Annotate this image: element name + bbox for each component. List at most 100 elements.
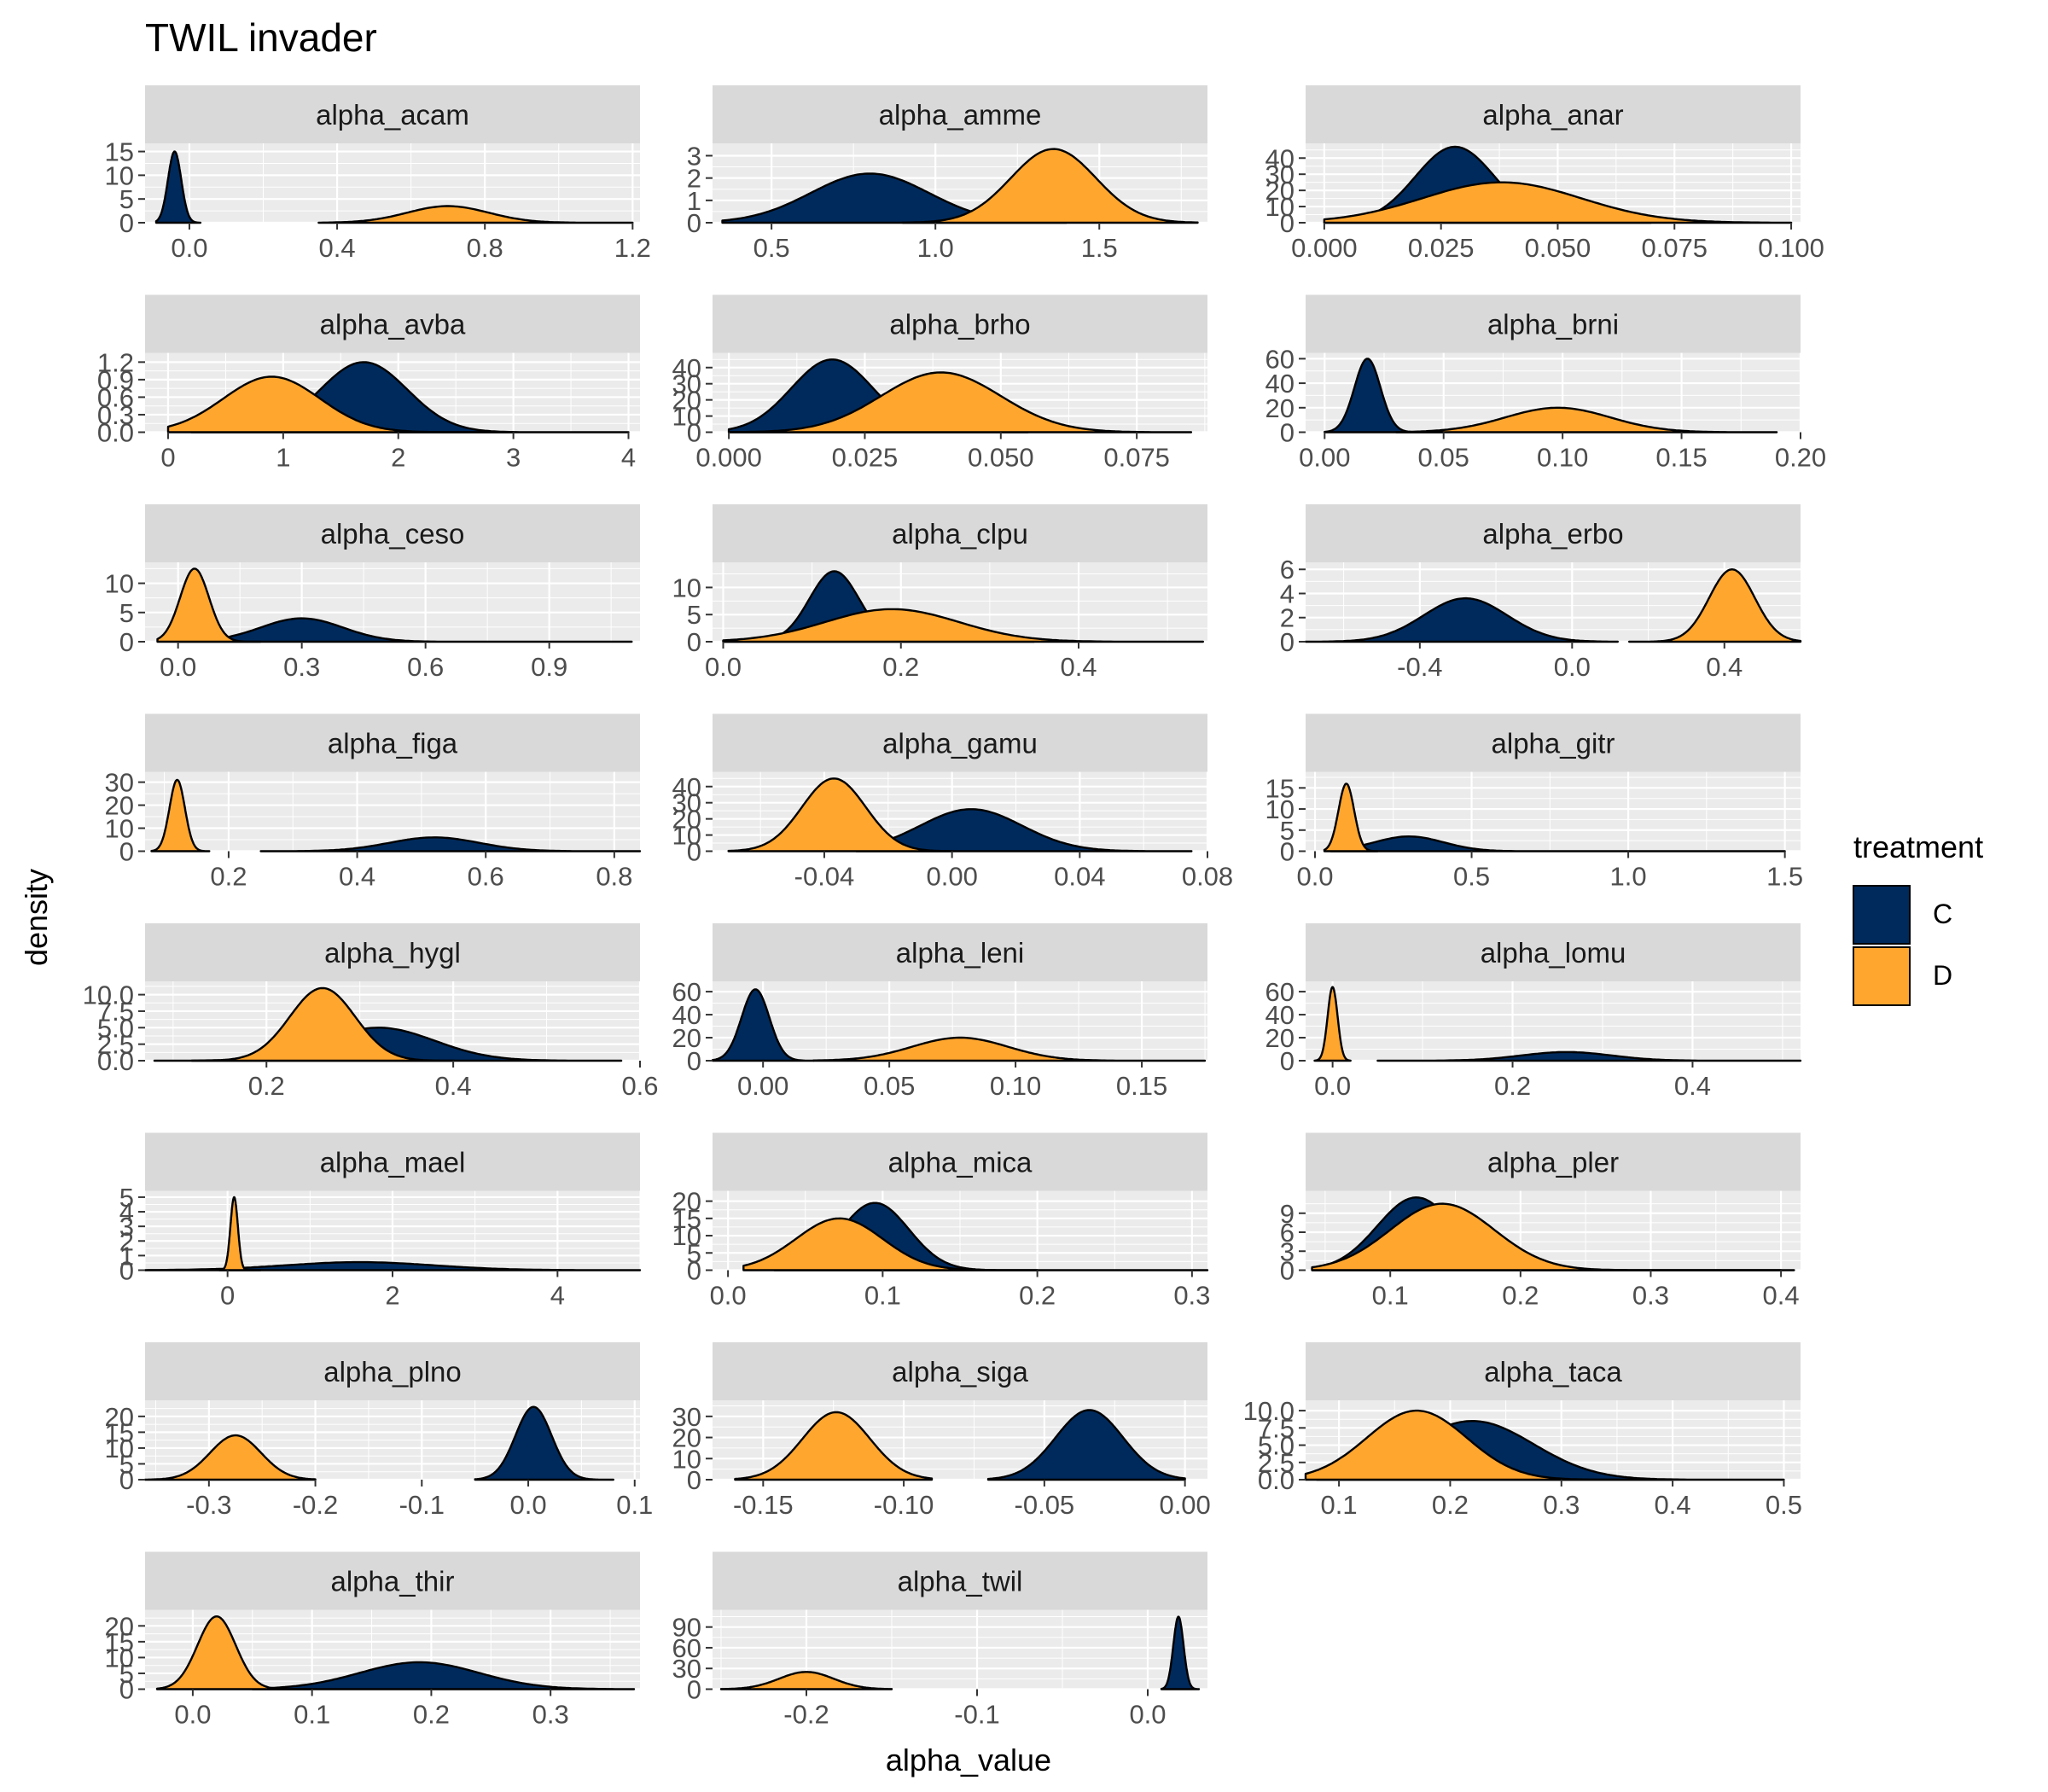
y-tick-label: 1: [119, 1241, 134, 1271]
y-tick-label: 10: [105, 1434, 134, 1463]
y-tick-label: 10: [105, 569, 134, 599]
strip-label: alpha_amme: [879, 99, 1042, 131]
strip-background: [1306, 504, 1801, 562]
x-tick-label: 0.0: [710, 1281, 747, 1311]
strip-background: [145, 504, 640, 562]
x-tick-label: 0.00: [1299, 443, 1350, 473]
strip-background: [1306, 923, 1801, 981]
y-tick-label: 5: [687, 1238, 701, 1268]
x-tick-label: 0.1: [1372, 1281, 1409, 1311]
density-area-d: [1628, 568, 1802, 643]
strip-background: [713, 1132, 1207, 1191]
strip-label: alpha_ceso: [321, 518, 465, 550]
y-tick-label: 0: [1280, 837, 1295, 867]
x-tick-label: 0.2: [210, 862, 247, 892]
y-tick-label: 60: [672, 1633, 701, 1663]
density-area-d: [1394, 406, 1778, 433]
strip-label: alpha_mica: [888, 1147, 1033, 1178]
y-tick-label: 2: [119, 1226, 134, 1256]
y-tick-label: 0: [687, 837, 701, 867]
density-area-d: [143, 1434, 317, 1481]
density-area-d: [1311, 1202, 1795, 1271]
x-tick-label: 0.050: [968, 443, 1034, 473]
legend-swatch-c: [1853, 885, 1911, 945]
y-tick-label: 5: [687, 600, 701, 630]
y-tick-label: 6: [1280, 555, 1295, 585]
x-axis-label: alpha_value: [886, 1743, 1051, 1777]
y-tick-label: 0.6: [97, 382, 134, 412]
y-tick-label: 30: [672, 1654, 701, 1684]
x-tick-label: -0.04: [794, 862, 855, 892]
y-tick-label: 10: [105, 1643, 134, 1673]
y-tick-label: 0: [119, 627, 134, 657]
x-tick-label: -0.1: [399, 1490, 445, 1520]
y-tick-label: 60: [1265, 344, 1295, 374]
y-tick-label: 30: [672, 788, 701, 818]
plot-background: [145, 562, 640, 642]
y-tick-label: 2: [687, 164, 701, 194]
x-tick-label: 0.0: [1129, 1700, 1166, 1730]
strip-background: [713, 1551, 1207, 1610]
x-tick-label: 0.05: [864, 1071, 915, 1101]
x-tick-label: 4: [621, 443, 636, 473]
x-tick-label: 0.15: [1655, 443, 1707, 473]
y-tick-label: 0: [687, 1256, 701, 1286]
y-tick-label: 0: [119, 1256, 134, 1286]
y-tick-label: 2: [1280, 603, 1295, 633]
x-tick-label: 1: [276, 443, 290, 473]
y-tick-label: 0.3: [97, 400, 134, 430]
y-tick-label: 0: [1280, 1046, 1295, 1076]
panel-alpha_anar: alpha_anar 0.000 0.025 0.050 0.075 0.100 01020…: [1265, 85, 1824, 263]
density-area-d: [1313, 986, 1352, 1062]
strip-background: [713, 713, 1207, 772]
x-tick-label: 1.5: [1766, 862, 1803, 892]
y-tick-label: 2.5: [97, 1030, 134, 1060]
y-tick-label: 20: [672, 386, 701, 416]
density-area-d: [156, 567, 262, 643]
y-tick-label: 3: [1280, 1236, 1295, 1266]
density-area-c: [154, 150, 202, 224]
x-tick-label: 0.00: [737, 1071, 788, 1101]
y-tick-label: 20: [105, 791, 134, 821]
strip-background: [1306, 1132, 1801, 1191]
strip-background: [145, 1551, 640, 1610]
y-tick-label: 20: [105, 1611, 134, 1641]
y-tick-label: 5: [119, 1183, 134, 1213]
strip-label: alpha_acam: [316, 99, 469, 131]
strip-background: [1306, 294, 1801, 353]
density-area-d: [727, 371, 1193, 433]
x-tick-label: 0.6: [468, 862, 504, 892]
strip-label: alpha_lomu: [1481, 937, 1626, 969]
density-area-c: [711, 988, 815, 1062]
y-tick-label: 5: [119, 598, 134, 628]
y-tick-label: 10: [672, 1444, 701, 1474]
y-tick-label: 15: [105, 1627, 134, 1657]
y-tick-label: 30: [672, 369, 701, 399]
y-tick-label: 40: [672, 772, 701, 802]
y-tick-label: 0: [687, 1675, 701, 1705]
strip-label: alpha_figa: [328, 728, 458, 759]
x-tick-label: -0.15: [733, 1490, 794, 1520]
y-axis-label: density: [19, 869, 54, 966]
x-tick-label: 0.2: [413, 1700, 450, 1730]
x-tick-label: 0.1: [616, 1490, 653, 1520]
x-tick-label: 0.00: [926, 862, 977, 892]
y-tick-label: 0.0: [97, 1046, 134, 1076]
density-area-c: [251, 1661, 636, 1690]
strip-label: alpha_mael: [320, 1147, 466, 1178]
x-tick-label: 0.075: [1103, 443, 1170, 473]
strip-label: alpha_anar: [1482, 99, 1623, 131]
x-tick-label: 0.3: [1632, 1281, 1669, 1311]
x-tick-label: -0.2: [293, 1490, 338, 1520]
x-tick-label: 0: [220, 1281, 235, 1311]
x-tick-label: 0.0: [171, 233, 207, 263]
y-tick-label: 10: [672, 1221, 701, 1251]
y-tick-label: 5: [119, 1449, 134, 1479]
density-area-c: [177, 617, 633, 643]
x-tick-label: 0.4: [319, 233, 356, 263]
